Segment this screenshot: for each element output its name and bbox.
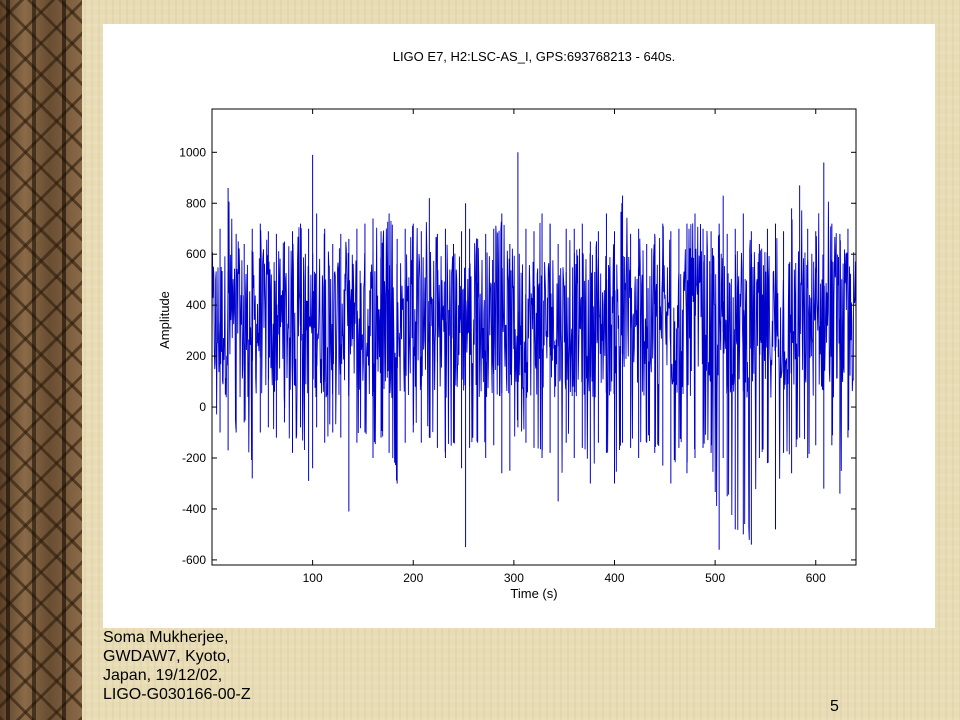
x-tick-label: 500 (705, 571, 725, 585)
y-tick-label: 600 (186, 247, 206, 261)
plot-frame (211, 108, 857, 566)
y-tick-label: -200 (182, 451, 206, 465)
x-tick-label: 600 (806, 571, 826, 585)
y-axis: -600 -400 -200 0 200 400 600 800 1000 (179, 145, 856, 567)
y-tick-label: -600 (182, 553, 206, 567)
footer-line: Japan, 19/12/02, (103, 667, 223, 684)
x-tick-label: 100 (303, 571, 323, 585)
chart-title: LIGO E7, H2:LSC-AS_I, GPS:693768213 - 64… (393, 49, 676, 64)
decorative-border (0, 0, 82, 720)
y-axis-label: Amplitude (157, 291, 172, 349)
footer-credit: Soma Mukherjee, GWDAW7, Kyoto, Japan, 19… (103, 628, 251, 704)
x-tick-label: 200 (403, 571, 423, 585)
footer-line: LIGO-G030166-00-Z (103, 686, 251, 703)
x-axis-label: Time (s) (510, 586, 557, 601)
y-tick-label: 0 (199, 400, 206, 414)
signal-layer (211, 152, 857, 550)
x-tick-label: 300 (504, 571, 524, 585)
y-tick-label: 400 (186, 298, 206, 312)
y-tick-label: 200 (186, 349, 206, 363)
footer-line: Soma Mukherjee, (103, 629, 229, 646)
chart-panel: 100 200 300 400 500 600 -600 -400 -200 0 200 400 60… (103, 24, 935, 628)
x-tick-label: 400 (604, 571, 624, 585)
y-tick-label: -400 (182, 502, 206, 516)
x-axis: 100 200 300 400 500 600 (303, 109, 826, 585)
page-number: 5 (830, 698, 839, 715)
chart: 100 200 300 400 500 600 -600 -400 -200 0 200 400 60… (157, 49, 857, 601)
footer-line: GWDAW7, Kyoto, (103, 648, 231, 665)
y-tick-label: 800 (186, 196, 206, 210)
y-tick-label: 1000 (179, 145, 206, 159)
